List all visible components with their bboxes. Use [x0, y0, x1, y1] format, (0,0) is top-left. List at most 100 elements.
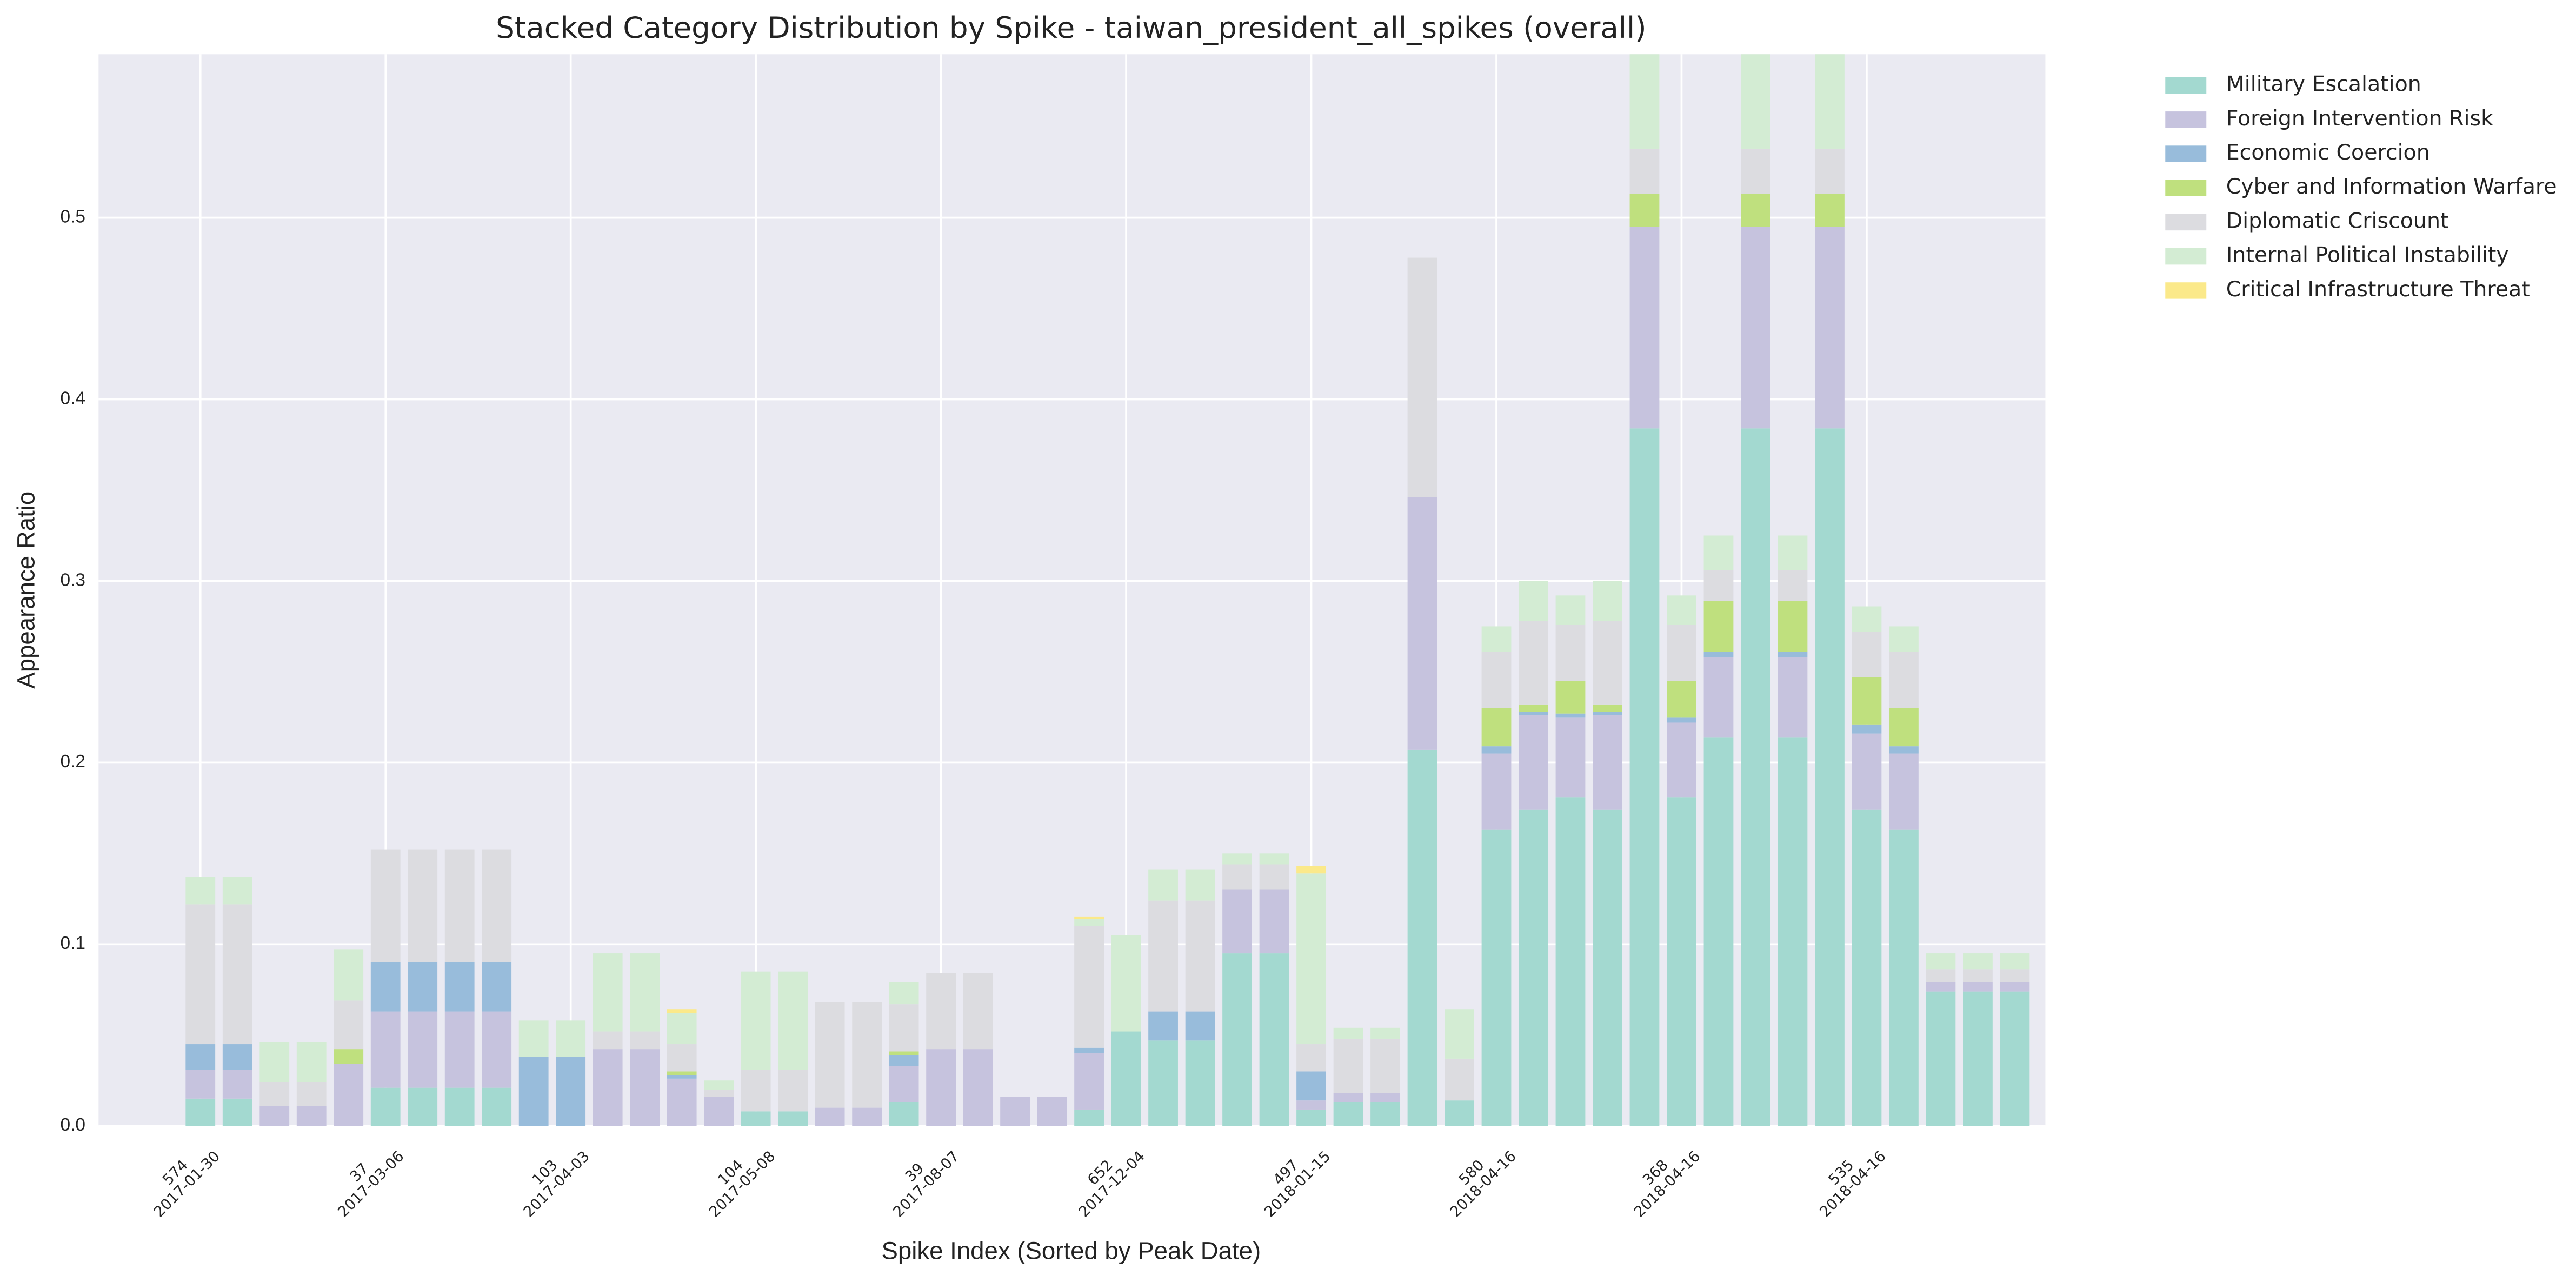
bar-segment — [2000, 953, 2030, 970]
legend-label: Internal Political Instability — [2226, 243, 2509, 268]
y-tick-label: 0.2 — [61, 752, 85, 772]
bar-segment — [370, 962, 401, 1012]
bar-segment — [926, 1049, 956, 1126]
bar-segment — [334, 1064, 364, 1126]
bar-segment — [1296, 1044, 1326, 1072]
bar-segment — [1481, 708, 1512, 747]
bar-segment — [1815, 148, 1845, 194]
bar-segment — [1222, 889, 1252, 954]
bars — [185, 54, 2030, 1126]
bar-segment — [1852, 809, 1882, 1126]
bar-segment — [222, 876, 252, 905]
bar-segment — [1926, 969, 1956, 982]
bar-segment — [704, 1097, 734, 1126]
bar-segment — [1703, 601, 1734, 652]
bar-segment — [1259, 953, 1289, 1126]
bar-segment — [482, 1011, 512, 1088]
bar-segment — [1148, 900, 1178, 1012]
bar-segment — [1926, 953, 1956, 970]
bar-segment — [741, 1111, 771, 1126]
bar-segment — [1741, 428, 1770, 1126]
bar-segment — [1481, 652, 1512, 708]
bar-segment — [556, 1020, 586, 1057]
bar-segment — [444, 962, 475, 1012]
bar-segment — [334, 949, 364, 1001]
bar-segment — [1667, 717, 1696, 723]
bar-segment — [704, 1080, 734, 1090]
bar-segment — [1593, 715, 1622, 810]
bar-segment — [1593, 712, 1622, 716]
bar-segment — [889, 1102, 919, 1126]
y-tick-label: 0.0 — [61, 1115, 85, 1135]
bar-segment — [444, 849, 475, 962]
bar-segment — [334, 1000, 364, 1050]
bar-segment — [1519, 809, 1548, 1126]
bar-segment — [185, 904, 216, 1045]
bar-segment — [1778, 652, 1808, 657]
bar-segment — [1333, 1093, 1363, 1102]
bar-segment — [1741, 54, 1770, 149]
bar-segment — [1889, 626, 1919, 652]
bar-segment — [1296, 1109, 1326, 1126]
bar-segment — [667, 1075, 697, 1079]
bar-segment — [1741, 227, 1770, 429]
bar-segment — [296, 1082, 327, 1106]
bar-segment — [1889, 708, 1919, 747]
bar-segment — [1555, 595, 1586, 625]
bar-segment — [370, 1011, 401, 1088]
bar-segment — [1815, 428, 1845, 1126]
bar-segment — [741, 971, 771, 1070]
bar-segment — [1370, 1038, 1400, 1093]
bar-segment — [2000, 969, 2030, 982]
bar-segment — [1889, 753, 1919, 830]
bar-segment — [408, 1011, 438, 1088]
bar-segment — [630, 1049, 660, 1126]
bar-segment — [1555, 717, 1586, 798]
bar-segment — [1370, 1102, 1400, 1126]
bar-segment — [1593, 581, 1622, 621]
bar-segment — [630, 1031, 660, 1050]
bar-segment — [1445, 1100, 1474, 1126]
y-tick-label: 0.5 — [61, 207, 85, 227]
bar-segment — [1629, 148, 1660, 194]
bar-segment — [1333, 1102, 1363, 1126]
bar-segment — [1629, 54, 1660, 149]
bar-segment — [1481, 746, 1512, 754]
chart-title: Stacked Category Distribution by Spike -… — [496, 10, 1646, 45]
bar-segment — [1185, 1011, 1215, 1041]
bar-segment — [1667, 722, 1696, 798]
bar-segment — [852, 1002, 882, 1108]
bar-segment — [1148, 1040, 1178, 1126]
bar-segment — [704, 1090, 734, 1097]
bar-segment — [1481, 753, 1512, 830]
bar-segment — [518, 1020, 549, 1057]
bar-segment — [1629, 227, 1660, 429]
bar-segment — [259, 1042, 290, 1082]
bar-segment — [185, 1098, 216, 1126]
legend-label: Critical Infrastructure Threat — [2226, 277, 2530, 302]
bar-segment — [1852, 632, 1882, 677]
bar-segment — [185, 1070, 216, 1099]
bar-segment — [778, 971, 808, 1070]
bar-segment — [1703, 535, 1734, 570]
legend: Military Escalation Foreign Intervention … — [2165, 72, 2557, 302]
bar-segment — [1667, 797, 1696, 1126]
legend-label: Economic Coercion — [2226, 140, 2430, 165]
bar-segment — [1037, 1097, 1067, 1126]
bar-segment — [2000, 982, 2030, 992]
bar-segment — [370, 849, 401, 962]
bar-segment — [259, 1106, 290, 1126]
bar-segment — [852, 1107, 882, 1126]
bar-segment — [408, 849, 438, 962]
bar-segment — [1778, 535, 1808, 570]
bar-segment — [1445, 1009, 1474, 1059]
bar-segment — [1778, 570, 1808, 601]
legend-label: Diplomatic Criscount — [2226, 208, 2449, 233]
bar-segment — [1629, 194, 1660, 227]
bar-segment — [1778, 657, 1808, 738]
legend-swatch — [2165, 77, 2207, 94]
bar-segment — [1703, 652, 1734, 657]
bar-segment — [222, 1098, 252, 1126]
bar-segment — [1852, 733, 1882, 810]
